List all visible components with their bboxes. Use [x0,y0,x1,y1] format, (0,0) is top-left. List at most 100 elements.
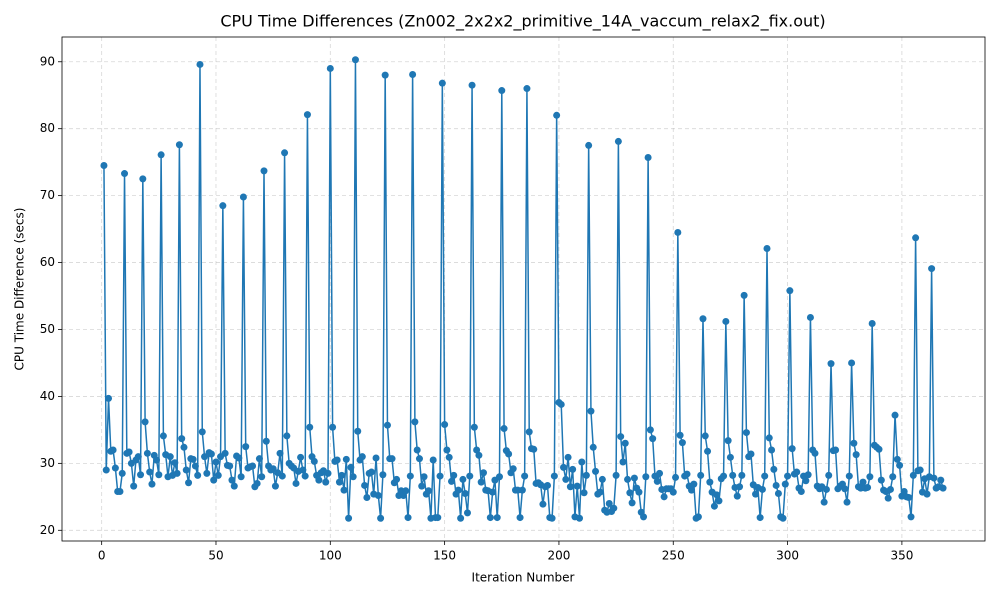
data-point [747,450,755,458]
data-point [212,458,220,466]
data-point [523,85,531,93]
data-point [797,487,805,495]
data-point [573,482,581,490]
data-point [191,462,199,470]
data-point [454,486,462,494]
data-point [653,477,661,485]
chart-title: CPU Time Differences (Zn002_2x2x2_primit… [220,12,825,32]
data-point [383,421,391,429]
data-point [306,423,314,431]
data-point [303,111,311,119]
y-tick-label: 60 [40,255,55,269]
data-point [146,468,154,476]
data-point [781,480,789,488]
data-point [415,455,423,463]
data-point [710,502,718,510]
data-point [544,481,552,489]
data-point [292,479,300,487]
data-point [260,167,268,175]
data-point [425,487,433,495]
data-point [226,462,234,470]
data-point [640,513,648,521]
data-point [100,162,108,170]
data-point [761,472,769,480]
data-point [221,449,229,457]
data-point [500,425,508,433]
data-point [173,469,181,477]
data-point [194,471,202,479]
data-point [779,514,787,522]
x-tick-label: 150 [433,549,456,563]
data-point [255,455,263,463]
data-point [109,446,117,454]
data-point [333,456,341,464]
data-point [201,453,209,461]
data-point [550,472,558,480]
data-point [763,245,771,253]
data-point [752,490,760,498]
data-point [345,514,353,522]
data-point [182,466,190,474]
data-point [697,471,705,479]
data-point [539,500,547,508]
data-point [214,471,222,479]
data-point [340,486,348,494]
data-point [580,489,588,497]
data-point [548,514,556,522]
data-point [624,475,632,483]
data-point [210,476,218,484]
data-point [281,149,289,157]
data-point [498,87,506,95]
x-tick-label: 0 [98,549,106,563]
y-tick-label: 30 [40,456,55,470]
data-point [656,469,664,477]
data-point [413,446,421,454]
data-point [363,493,371,501]
data-point [772,481,780,489]
data-point [832,446,840,454]
x-tick-label: 350 [890,549,913,563]
data-point [802,477,810,485]
y-tick-label: 50 [40,322,55,336]
data-point [907,513,915,521]
data-point [886,485,894,493]
data-point [598,475,606,483]
data-point [269,465,277,473]
data-point [450,471,458,479]
data-point [811,449,819,457]
data-point [354,427,362,435]
data-point [592,467,600,475]
data-point [351,56,359,64]
data-point [845,472,853,480]
data-point [239,193,247,201]
data-point [166,453,174,461]
data-point [372,454,380,462]
data-point [562,475,570,483]
data-point [788,445,796,453]
data-point [916,466,924,474]
data-point [742,429,750,437]
data-point [479,469,487,477]
data-point [889,473,897,481]
data-point [447,477,455,485]
data-point [909,471,917,479]
data-point [404,514,412,522]
data-point [553,111,561,119]
data-point [463,509,471,517]
data-point [765,434,773,442]
data-point [445,453,453,461]
data-point [649,435,657,443]
data-point [768,446,776,454]
data-point [406,472,414,480]
data-point [724,437,732,445]
data-point [438,79,446,87]
data-point [630,474,638,482]
data-point [841,485,849,493]
data-point [271,482,279,490]
data-point [564,453,572,461]
data-point [237,473,245,481]
data-point [429,456,437,464]
data-point [299,466,307,474]
data-point [923,490,931,498]
